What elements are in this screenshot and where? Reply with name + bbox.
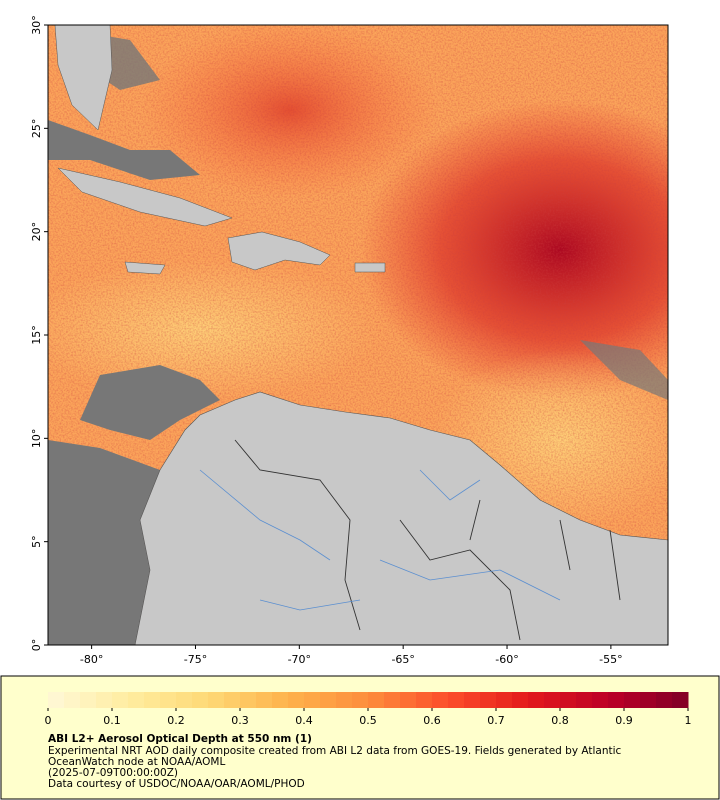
colorbar-segment	[656, 692, 673, 708]
colorbar-segment	[496, 692, 513, 708]
colorbar-segment	[592, 692, 609, 708]
colorbar-segment	[320, 692, 337, 708]
x-tick-label: -60°	[495, 653, 518, 666]
colorbar-segment	[336, 692, 353, 708]
colorbar-tick-label: 0.8	[551, 714, 569, 727]
country-borders	[234, 439, 621, 641]
colorbar-segment	[560, 692, 577, 708]
colorbar-segment	[224, 692, 241, 708]
y-tick-label: 15°	[30, 325, 43, 345]
rivers	[199, 469, 561, 611]
colorbar-segment	[368, 692, 385, 708]
x-tick-label: -80°	[80, 653, 103, 666]
land-puerto-rico	[354, 262, 386, 273]
colorbar-segment	[576, 692, 593, 708]
caption-title: ABI L2+ Aerosol Optical Depth at 550 nm …	[48, 733, 312, 745]
caption-line: OceanWatch node at NOAA/AOML	[48, 756, 225, 768]
colorbar-segment	[432, 692, 449, 708]
x-tick-label: -65°	[391, 653, 414, 666]
colorbar-segment	[416, 692, 433, 708]
colorbar-segment	[608, 692, 625, 708]
colorbar-tick-label: 0.1	[103, 714, 121, 727]
no-data-region	[48, 120, 200, 180]
colorbar-tick-label: 0.5	[359, 714, 377, 727]
colorbar-segment	[208, 692, 225, 708]
y-tick-label: 30°	[30, 15, 43, 35]
colorbar-segment	[640, 692, 657, 708]
colorbar-segment	[352, 692, 369, 708]
x-tick-label: -55°	[599, 653, 622, 666]
colorbar-tick-label: 0.3	[231, 714, 249, 727]
colorbar-segment	[272, 692, 289, 708]
colorbar-segment	[240, 692, 257, 708]
no-data-region	[80, 365, 220, 440]
caption-line: Experimental NRT AOD daily composite cre…	[48, 745, 622, 757]
colorbar-tick-label: 0.9	[615, 714, 633, 727]
colorbar-segment	[192, 692, 209, 708]
land-cuba	[57, 167, 233, 227]
y-tick-label: 25°	[30, 119, 43, 139]
colorbar-segment	[544, 692, 561, 708]
colorbar-segment	[464, 692, 481, 708]
colorbar-segment	[672, 692, 689, 708]
colorbar-segment	[528, 692, 545, 708]
land-florida	[54, 25, 113, 131]
colorbar-tick-label: 0.6	[423, 714, 441, 727]
colorbar-segment	[288, 692, 305, 708]
y-tick-label: 10°	[30, 429, 43, 449]
map-area	[48, 25, 668, 645]
colorbar-segment	[160, 692, 177, 708]
y-tick-label: 0°	[30, 639, 43, 652]
colorbar-segment	[144, 692, 161, 708]
colorbar-segment	[480, 692, 497, 708]
colorbar-segment	[128, 692, 145, 708]
colorbar-tick-label: 0.4	[295, 714, 313, 727]
land-jamaica	[124, 261, 166, 275]
colorbar-segment	[96, 692, 113, 708]
land-south-america	[134, 391, 668, 645]
no-data-region	[580, 340, 668, 400]
colorbar-tick-label: 1	[685, 714, 692, 727]
colorbar-segment	[48, 692, 65, 708]
colorbar-segment	[256, 692, 273, 708]
no-data-region	[48, 440, 160, 645]
colorbar-tick-label: 0	[45, 714, 52, 727]
caption-line: (2025-07-09T00:00:00Z)	[48, 767, 178, 779]
colorbar-segment	[400, 692, 417, 708]
colorbar-tick-label: 0.7	[487, 714, 505, 727]
x-tick-label: -70°	[288, 653, 311, 666]
axes: -80° -75° -70° -65° -60° -55° 0° 5° 10° 15° 20° 25°…	[30, 15, 623, 666]
colorbar-segment	[384, 692, 401, 708]
y-tick-label: 20°	[30, 222, 43, 242]
colorbar-segment	[64, 692, 81, 708]
colorbar-segment	[80, 692, 97, 708]
colorbar-tick-label: 0.2	[167, 714, 185, 727]
colorbar: 0 0.1 0.2 0.3 0.4 0.5 0.6 0.7 0.8 0.9 1	[45, 692, 692, 727]
x-tick-label: -75°	[184, 653, 207, 666]
colorbar-segment	[624, 692, 641, 708]
colorbar-segment	[512, 692, 529, 708]
colorbar-segment	[448, 692, 465, 708]
colorbar-segment	[176, 692, 193, 708]
colorbar-segment	[112, 692, 129, 708]
y-tick-label: 5°	[30, 535, 43, 548]
land-hispaniola	[227, 231, 331, 271]
caption-line: Data courtesy of USDOC/NOAA/OAR/AOML/PHO…	[48, 778, 305, 790]
colorbar-segment	[304, 692, 321, 708]
